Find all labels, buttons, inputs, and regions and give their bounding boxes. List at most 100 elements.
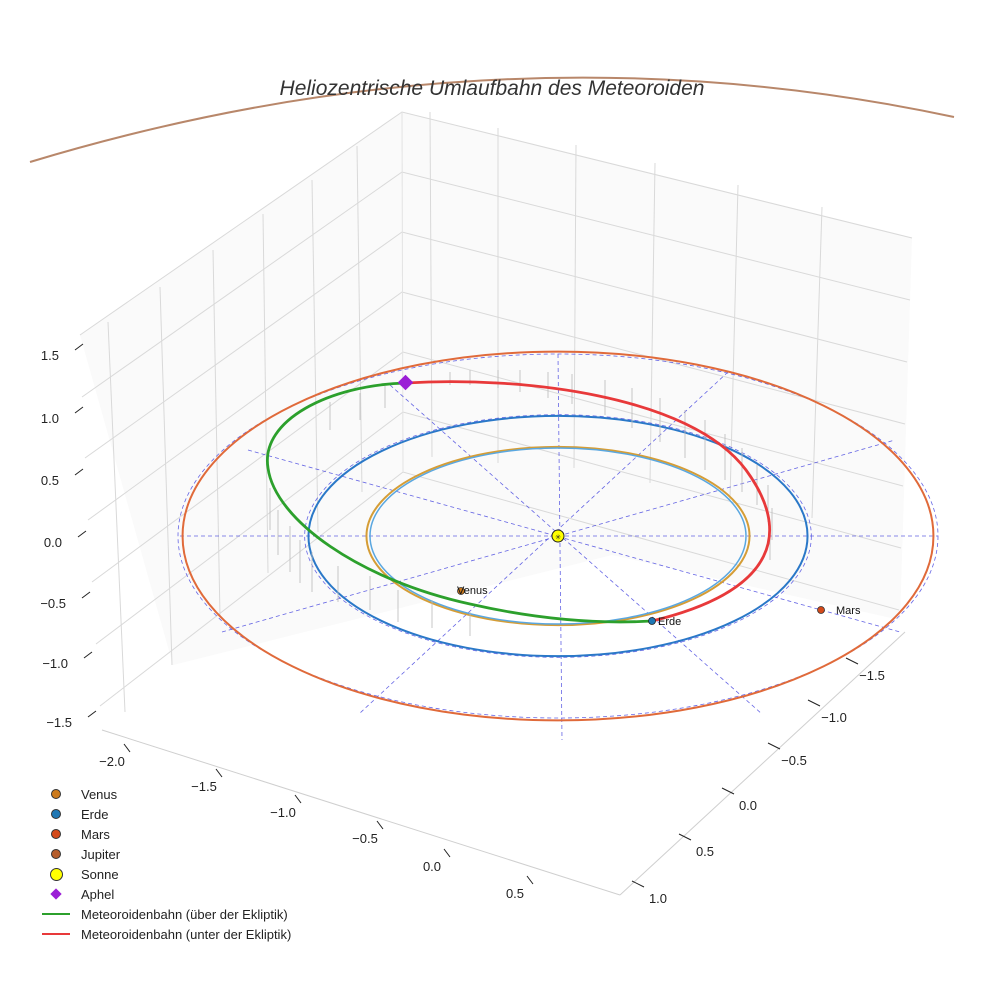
y-tick-label: −0.5 <box>781 753 807 768</box>
legend-label: Aphel <box>81 886 115 902</box>
z-tick-mark <box>74 343 84 351</box>
grid-line <box>573 144 577 469</box>
z-tick-mark <box>83 651 93 659</box>
grid-line <box>262 213 269 574</box>
z-tick-mark <box>87 710 97 718</box>
x-tick-mark <box>376 820 384 830</box>
chart-title: Heliozentrische Umlaufbahn des Meteoroid… <box>280 77 705 100</box>
y-tick-mark <box>767 742 781 750</box>
legend-marker <box>40 884 72 904</box>
reference-spoke <box>247 449 901 633</box>
y-tick-label: −1.0 <box>821 710 847 725</box>
y-tick-mark <box>631 880 645 888</box>
legend-item: Erde <box>40 804 291 824</box>
z-tick-label: −1.0 <box>42 656 68 671</box>
legend-item: Jupiter <box>40 844 291 864</box>
legend-label: Venus <box>81 786 118 802</box>
z-axis-line <box>401 111 404 473</box>
grid-line <box>212 249 221 618</box>
z-tick-label: −0.5 <box>40 596 66 611</box>
axis-ticks: 1.5 1.0 0.5 0.0 −0.5 −1.0 −1.5 −2.0 −1.5 −1.0 −0.5… <box>40 343 885 906</box>
x-tick-mark <box>123 743 131 753</box>
z-tick-label: 0.0 <box>44 535 62 550</box>
legend: Venus Erde Mars Jupiter Sonne Aphel Meteoroide… <box>40 784 291 944</box>
pane-back <box>80 112 912 665</box>
legend-marker <box>40 844 72 864</box>
z-tick-label: 1.5 <box>41 348 59 363</box>
legend-item: Aphel <box>40 884 291 904</box>
legend-item: Sonne <box>40 864 291 884</box>
venus-marker <box>457 587 465 595</box>
y-tick-mark <box>845 657 859 665</box>
legend-marker <box>40 904 72 924</box>
y-tick-mark <box>721 787 735 795</box>
reference-spoke <box>389 384 763 715</box>
z-tick-mark <box>77 530 87 538</box>
y-tick-label: 0.0 <box>739 798 757 813</box>
grid-line <box>356 145 363 493</box>
y-tick-mark <box>807 699 821 707</box>
legend-marker <box>40 824 72 844</box>
earth-label: Erde <box>658 616 681 628</box>
legend-label: Jupiter <box>81 846 121 862</box>
x-tick-label: 0.5 <box>506 886 524 901</box>
legend-label: Meteoroidenbahn (unter der Ekliptik) <box>81 926 292 942</box>
sun-glyph: ✳ <box>555 534 561 542</box>
x-tick-mark <box>294 794 302 804</box>
x-tick-label: −1.0 <box>270 805 296 820</box>
orbit-jupiter <box>29 76 955 163</box>
reference-spoke <box>557 353 563 741</box>
y-tick-label: 1.0 <box>649 891 667 906</box>
x-tick-mark <box>215 768 223 778</box>
legend-item: Mars <box>40 824 291 844</box>
legend-label: Erde <box>81 806 109 822</box>
x-tick-label: 0.0 <box>423 859 441 874</box>
orbit-erde-inner <box>369 447 747 625</box>
legend-item: Meteoroidenbahn (unter der Ekliptik) <box>40 924 291 944</box>
reference-spoke <box>221 439 896 633</box>
legend-label: Sonne <box>81 866 119 882</box>
y-tick-mark <box>678 833 692 841</box>
legend-item: Meteoroidenbahn (über der Ekliptik) <box>40 904 291 924</box>
z-tick-label: −1.5 <box>46 715 72 730</box>
meteoroid-orbit-below <box>405 380 771 623</box>
z-tick-mark <box>74 406 84 414</box>
y-tick-label: −1.5 <box>859 668 885 683</box>
legend-item: Venus <box>40 784 291 804</box>
sun-marker <box>551 529 565 543</box>
y-axis-line <box>619 631 906 896</box>
grid-line <box>811 206 823 519</box>
z-tick-mark <box>74 468 84 476</box>
mars-marker <box>817 606 825 614</box>
axis-panes <box>80 112 912 665</box>
z-tick-mark <box>81 591 91 599</box>
legend-marker <box>40 784 72 804</box>
earth-marker <box>648 617 656 625</box>
planet-orbits <box>29 76 955 722</box>
orbit-erde <box>307 414 809 658</box>
grid-line <box>311 179 319 533</box>
venus-label: Venus <box>457 585 488 597</box>
grid-line <box>107 321 126 713</box>
x-tick-label: −2.0 <box>99 754 125 769</box>
meteoroid-orbit <box>266 380 771 624</box>
x-tick-label: −0.5 <box>352 831 378 846</box>
z-tick-label: 1.0 <box>41 411 59 426</box>
grid-line <box>159 286 173 666</box>
meteoroid-orbit-above <box>266 381 653 624</box>
legend-marker <box>40 864 72 884</box>
grid-line <box>649 162 656 484</box>
legend-marker <box>40 804 72 824</box>
orbit-venus <box>365 445 751 627</box>
legend-marker <box>40 924 72 944</box>
x-tick-mark <box>526 875 534 885</box>
meteoroid-stems <box>269 370 773 636</box>
x-tick-label: −1.5 <box>191 779 217 794</box>
legend-label: Mars <box>81 826 110 842</box>
mars-label: Mars <box>836 605 861 617</box>
x-axis-line <box>101 729 621 896</box>
grid-line <box>429 111 433 458</box>
orbit-mars <box>181 350 935 722</box>
z-tick-label: 0.5 <box>41 473 59 488</box>
